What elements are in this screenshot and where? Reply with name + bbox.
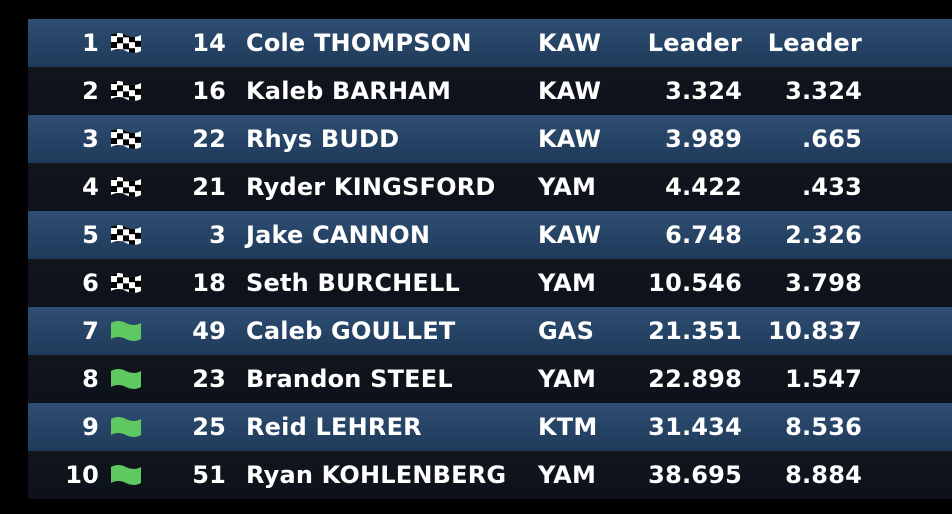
manufacturer: KAW xyxy=(538,125,602,153)
gap-to-previous: .665 xyxy=(801,125,862,153)
gap-to-previous: 2.326 xyxy=(785,221,862,249)
result-row-5: 5 3 Jake CANNON KAW 6.748 2.326 xyxy=(28,211,952,259)
rider-number: 18 xyxy=(192,269,226,297)
gap-to-previous: 1.547 xyxy=(785,365,862,393)
manufacturer: YAM xyxy=(538,173,597,201)
manufacturer: KTM xyxy=(538,413,598,441)
rider-name: Ryder KINGSFORD xyxy=(246,173,496,201)
manufacturer: KAW xyxy=(538,77,602,105)
gap-to-previous: 3.324 xyxy=(785,77,862,105)
rider-number: 49 xyxy=(192,317,226,345)
manufacturer: YAM xyxy=(538,461,597,489)
result-row-3: 3 22 Rhys BUDD KAW 3.989 .665 xyxy=(28,115,952,163)
rider-name: Brandon STEEL xyxy=(246,365,453,393)
rider-name: Cole THOMPSON xyxy=(246,29,472,57)
green-flag-icon xyxy=(109,415,143,439)
gap-to-leader: 31.434 xyxy=(648,413,742,441)
green-flag-icon xyxy=(109,319,143,343)
rider-number: 14 xyxy=(192,29,226,57)
green-flag-icon xyxy=(109,463,143,487)
green-flag-icon xyxy=(109,367,143,391)
rider-number: 25 xyxy=(192,413,226,441)
gap-to-leader: 4.422 xyxy=(665,173,742,201)
position: 4 xyxy=(82,173,99,201)
position: 7 xyxy=(82,317,99,345)
rider-number: 3 xyxy=(209,221,226,249)
manufacturer: KAW xyxy=(538,221,602,249)
result-row-2: 2 16 Kaleb BARHAM KAW 3.324 3.324 xyxy=(28,67,952,115)
manufacturer: KAW xyxy=(538,29,602,57)
rider-number: 51 xyxy=(192,461,226,489)
gap-to-leader: Leader xyxy=(647,29,742,57)
position: 5 xyxy=(82,221,99,249)
rider-name: Rhys BUDD xyxy=(246,125,400,153)
gap-to-leader: 10.546 xyxy=(648,269,742,297)
result-row-9: 9 25 Reid LEHRER KTM 31.434 8.536 xyxy=(28,403,952,451)
checkered-flag-icon xyxy=(109,271,143,295)
gap-to-previous: 8.536 xyxy=(785,413,862,441)
position: 9 xyxy=(82,413,99,441)
gap-to-leader: 3.989 xyxy=(665,125,742,153)
position: 3 xyxy=(82,125,99,153)
checkered-flag-icon xyxy=(109,79,143,103)
checkered-flag-icon xyxy=(109,223,143,247)
position: 8 xyxy=(82,365,99,393)
gap-to-leader: 22.898 xyxy=(648,365,742,393)
rider-name: Seth BURCHELL xyxy=(246,269,461,297)
result-row-1: 1 14 Cole THOMPSON KAW Leader Leader xyxy=(28,19,952,67)
rider-name: Kaleb BARHAM xyxy=(246,77,452,105)
gap-to-previous: 3.798 xyxy=(785,269,862,297)
rider-number: 16 xyxy=(192,77,226,105)
gap-to-leader: 38.695 xyxy=(648,461,742,489)
gap-to-previous: 10.837 xyxy=(768,317,862,345)
checkered-flag-icon xyxy=(109,127,143,151)
checkered-flag-icon xyxy=(109,31,143,55)
manufacturer: GAS xyxy=(538,317,595,345)
rider-name: Reid LEHRER xyxy=(246,413,422,441)
gap-to-leader: 21.351 xyxy=(648,317,742,345)
position: 2 xyxy=(82,77,99,105)
gap-to-leader: 3.324 xyxy=(665,77,742,105)
manufacturer: YAM xyxy=(538,269,597,297)
result-row-7: 7 49 Caleb GOULLET GAS 21.351 10.837 xyxy=(28,307,952,355)
gap-to-previous: Leader xyxy=(767,29,862,57)
result-row-10: 10 51 Ryan KOHLENBERG YAM 38.695 8.884 xyxy=(28,451,952,499)
position: 10 xyxy=(65,461,99,489)
result-row-8: 8 23 Brandon STEEL YAM 22.898 1.547 xyxy=(28,355,952,403)
rider-number: 22 xyxy=(192,125,226,153)
position: 1 xyxy=(82,29,99,57)
rider-name: Caleb GOULLET xyxy=(246,317,456,345)
rider-name: Jake CANNON xyxy=(246,221,431,249)
results-board: 1 14 Cole THOMPSON KAW Leader Leader 2 1… xyxy=(28,19,952,499)
checkered-flag-icon xyxy=(109,175,143,199)
gap-to-previous: 8.884 xyxy=(785,461,862,489)
rider-number: 21 xyxy=(192,173,226,201)
rider-number: 23 xyxy=(192,365,226,393)
position: 6 xyxy=(82,269,99,297)
manufacturer: YAM xyxy=(538,365,597,393)
gap-to-leader: 6.748 xyxy=(665,221,742,249)
result-row-6: 6 18 Seth BURCHELL YAM 10.546 3.798 xyxy=(28,259,952,307)
rider-name: Ryan KOHLENBERG xyxy=(246,461,507,489)
gap-to-previous: .433 xyxy=(801,173,862,201)
result-row-4: 4 21 Ryder KINGSFORD YAM 4.422 .433 xyxy=(28,163,952,211)
